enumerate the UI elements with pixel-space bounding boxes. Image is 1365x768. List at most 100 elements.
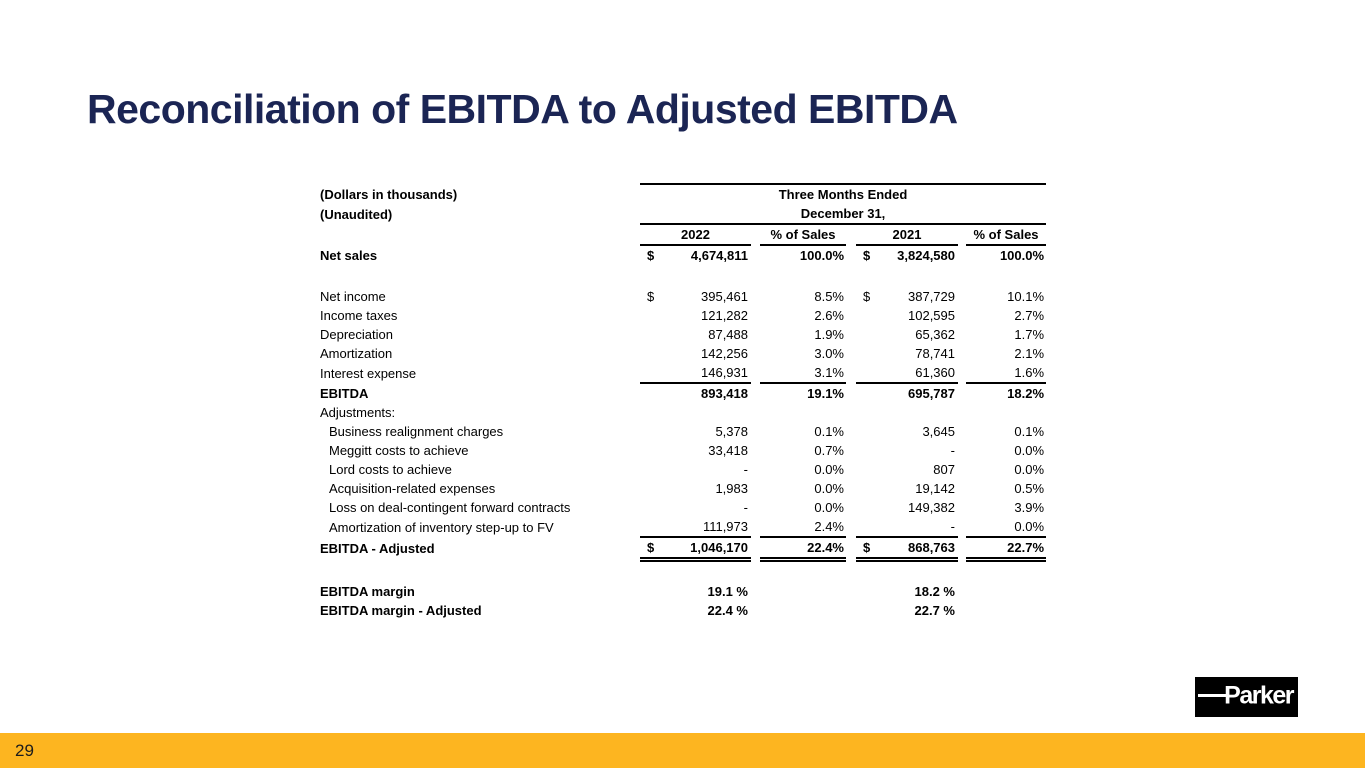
cell-p2022: 22.4% <box>760 537 846 562</box>
cell-v2022 <box>640 403 751 422</box>
cell-p2022: 0.0% <box>814 481 844 496</box>
row-label: Depreciation <box>320 327 393 342</box>
cell-v2022: - <box>743 500 748 515</box>
cell-p2021: 10.1% <box>1007 289 1045 304</box>
table-row: EBITDA margin - Adjusted 22.4 % 22.7 % <box>320 601 1046 620</box>
table-row: Loss on deal-contingent forward contract… <box>320 498 1046 517</box>
ebitda-reconciliation-table: (Dollars in thousands) Three Months Ende… <box>320 183 1047 620</box>
cell-p2022: 2.4% <box>760 517 846 538</box>
page-title: Reconciliation of EBITDA to Adjusted EBI… <box>87 86 958 132</box>
cell-value: 395,461 <box>701 289 748 304</box>
cell-v2021: $3,824,580 <box>856 245 958 265</box>
table-row: Income taxes 121,282 2.6% 102,595 2.7% <box>320 306 1046 325</box>
table-row: Adjustments: <box>320 403 1046 422</box>
cell-v2022: 142,256 <box>701 346 748 361</box>
cell-p2021: 1.6% <box>966 363 1047 384</box>
cell-p2021 <box>966 601 1046 620</box>
cell-p2021: 0.0% <box>966 517 1047 538</box>
cell-v2021: $868,763 <box>856 537 958 562</box>
currency-symbol: $ <box>647 540 655 555</box>
currency-symbol: $ <box>863 289 871 304</box>
cell-p2021: 2.7% <box>1014 308 1045 323</box>
cell-v2022: - <box>743 462 748 477</box>
table-row: Amortization of inventory step-up to FV 1… <box>320 517 1047 538</box>
table-row: Depreciation 87,488 1.9% 65,362 1.7% <box>320 325 1046 344</box>
row-label: Interest expense <box>320 365 417 381</box>
row-label: Meggitt costs to achieve <box>329 443 469 458</box>
table-row: EBITDA margin 19.1 % 18.2 % <box>320 582 1046 601</box>
cell-value: 4,674,811 <box>690 248 748 263</box>
cell-p2021: 18.2% <box>1007 386 1045 401</box>
table-row: Net sales $4,674,811 100.0% $3,824,580 100.0… <box>320 245 1046 265</box>
cell-v2021: 149,382 <box>908 500 955 515</box>
column-header-2022: 2022 <box>640 224 751 246</box>
currency-symbol: $ <box>647 248 655 263</box>
cell-p2021: 0.5% <box>1014 481 1045 496</box>
cell-p2022: 8.5% <box>814 289 844 304</box>
cell-v2022: 87,488 <box>708 327 748 342</box>
row-label: Amortization of inventory step-up to FV <box>329 519 554 535</box>
cell-v2021: - <box>950 443 955 458</box>
footer-bar: 29 <box>0 733 1365 768</box>
cell-v2022: 33,418 <box>708 443 748 458</box>
cell-v2022: 111,973 <box>640 517 751 538</box>
cell-value: 1,046,170 <box>690 540 748 555</box>
row-label: Adjustments: <box>320 405 396 420</box>
table-row: EBITDA 893,418 19.1% 695,787 18.2% <box>320 383 1046 403</box>
column-header-row: 2022 % of Sales 2021 % of Sales <box>320 224 1047 246</box>
table-row: Lord costs to achieve - 0.0% 807 0.0% <box>320 460 1046 479</box>
cell-v2022: 19.1 % <box>707 583 748 599</box>
cell-p2021: 100.0% <box>999 248 1045 263</box>
table-row: Net income $395,461 8.5% $387,729 10.1% <box>320 287 1046 306</box>
cell-p2022: 3.0% <box>814 346 844 361</box>
column-header-2021: 2021 <box>856 224 958 246</box>
cell-p2021: 22.7% <box>966 537 1047 562</box>
column-header-pct-2021: % of Sales <box>966 224 1047 246</box>
cell-v2021: - <box>856 517 958 538</box>
table-row: Amortization 142,256 3.0% 78,741 2.1% <box>320 344 1046 363</box>
table-row: Interest expense 146,931 3.1% 61,360 1.6% <box>320 363 1047 384</box>
row-label: EBITDA margin <box>320 583 415 599</box>
cell-p2022: 0.1% <box>814 424 844 439</box>
cell-v2021: 78,741 <box>915 346 955 361</box>
cell-v2022: $395,461 <box>640 287 751 306</box>
cell-v2021 <box>856 403 958 422</box>
cell-p2021 <box>966 582 1046 601</box>
caption-unaudited: (Unaudited) <box>320 206 393 222</box>
cell-v2021: 22.7 % <box>914 602 955 618</box>
currency-symbol: $ <box>863 248 871 263</box>
cell-p2022: 0.7% <box>814 443 844 458</box>
cell-p2021: 0.0% <box>1014 462 1045 477</box>
cell-value: 868,763 <box>908 540 955 555</box>
cell-v2021: $387,729 <box>856 287 958 306</box>
cell-p2022: 2.6% <box>814 308 844 323</box>
cell-p2022: 0.0% <box>814 500 844 515</box>
cell-p2022: 1.9% <box>814 327 844 342</box>
spacer-row <box>320 560 1046 582</box>
table-row: Meggitt costs to achieve 33,418 0.7% - 0.0% <box>320 441 1046 460</box>
column-header-empty <box>320 224 640 245</box>
group-header-line1: Three Months Ended <box>640 183 1047 204</box>
table-row: Acquisition-related expenses 1,983 0.0% 19,… <box>320 479 1046 498</box>
cell-v2022: 121,282 <box>701 308 748 323</box>
cell-v2022: $4,674,811 <box>640 245 751 265</box>
cell-v2021: 18.2 % <box>914 583 955 599</box>
cell-p2022 <box>760 582 846 601</box>
currency-symbol: $ <box>647 289 655 304</box>
cell-v2022: 1,983 <box>715 481 748 496</box>
currency-symbol: $ <box>863 540 871 555</box>
cell-p2022: 3.1% <box>760 363 846 384</box>
table-row: EBITDA - Adjusted $1,046,170 22.4% $868,763… <box>320 537 1047 562</box>
cell-value: 3,824,580 <box>897 248 955 263</box>
table-caption-row-1: (Dollars in thousands) Three Months Ende… <box>320 183 1047 204</box>
row-label: Net income <box>320 289 386 304</box>
row-label: Net sales <box>320 247 378 263</box>
cell-p2022: 19.1% <box>807 386 844 401</box>
cell-v2021: 61,360 <box>856 363 958 384</box>
table-caption-row-2: (Unaudited) December 31, <box>320 204 1047 225</box>
row-label: Loss on deal-contingent forward contract… <box>329 500 571 515</box>
row-label: EBITDA margin - Adjusted <box>320 602 482 618</box>
cell-v2021: 19,142 <box>915 481 955 496</box>
row-label: EBITDA - Adjusted <box>320 540 435 556</box>
